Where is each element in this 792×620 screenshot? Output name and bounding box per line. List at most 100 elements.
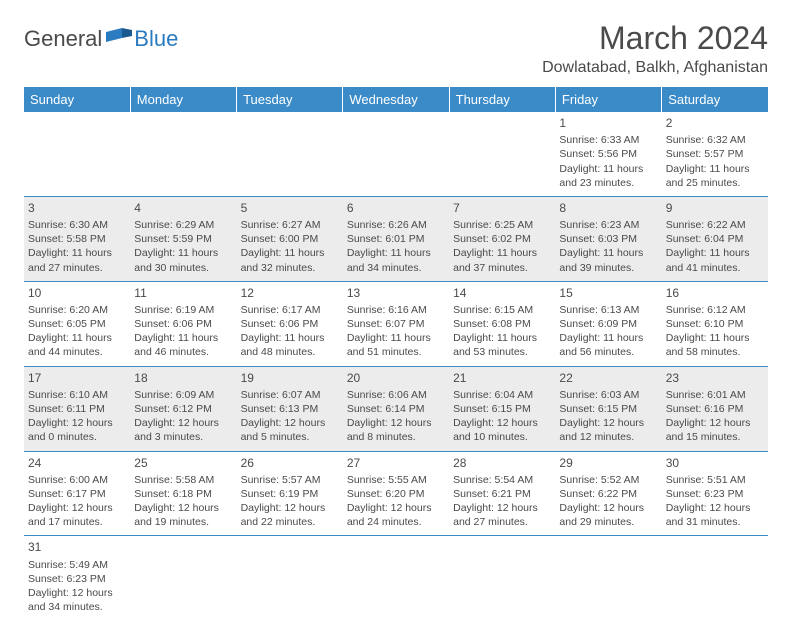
sunset-text: Sunset: 6:23 PM bbox=[28, 572, 126, 586]
day-number: 17 bbox=[28, 370, 126, 386]
sunrise-text: Sunrise: 6:32 AM bbox=[666, 133, 764, 147]
calendar-cell bbox=[130, 536, 236, 620]
daylight-text: Daylight: 12 hours and 8 minutes. bbox=[347, 416, 445, 444]
calendar-cell: 13Sunrise: 6:16 AMSunset: 6:07 PMDayligh… bbox=[343, 281, 449, 366]
sunrise-text: Sunrise: 6:07 AM bbox=[241, 388, 339, 402]
calendar-cell bbox=[449, 536, 555, 620]
daylight-text: Daylight: 11 hours and 44 minutes. bbox=[28, 331, 126, 359]
day-header: Friday bbox=[555, 87, 661, 112]
day-number: 14 bbox=[453, 285, 551, 301]
sunset-text: Sunset: 6:13 PM bbox=[241, 402, 339, 416]
daylight-text: Daylight: 12 hours and 29 minutes. bbox=[559, 501, 657, 529]
sunset-text: Sunset: 6:21 PM bbox=[453, 487, 551, 501]
calendar-cell: 5Sunrise: 6:27 AMSunset: 6:00 PMDaylight… bbox=[237, 196, 343, 281]
calendar-cell: 20Sunrise: 6:06 AMSunset: 6:14 PMDayligh… bbox=[343, 366, 449, 451]
sunset-text: Sunset: 6:15 PM bbox=[559, 402, 657, 416]
calendar-cell: 22Sunrise: 6:03 AMSunset: 6:15 PMDayligh… bbox=[555, 366, 661, 451]
sunset-text: Sunset: 6:14 PM bbox=[347, 402, 445, 416]
sunset-text: Sunset: 5:59 PM bbox=[134, 232, 232, 246]
calendar-week-row: 3Sunrise: 6:30 AMSunset: 5:58 PMDaylight… bbox=[24, 196, 768, 281]
daylight-text: Daylight: 12 hours and 3 minutes. bbox=[134, 416, 232, 444]
daylight-text: Daylight: 11 hours and 46 minutes. bbox=[134, 331, 232, 359]
sunset-text: Sunset: 6:00 PM bbox=[241, 232, 339, 246]
sunrise-text: Sunrise: 6:15 AM bbox=[453, 303, 551, 317]
daylight-text: Daylight: 12 hours and 27 minutes. bbox=[453, 501, 551, 529]
sunrise-text: Sunrise: 6:20 AM bbox=[28, 303, 126, 317]
sunset-text: Sunset: 6:19 PM bbox=[241, 487, 339, 501]
sunrise-text: Sunrise: 6:19 AM bbox=[134, 303, 232, 317]
day-number: 31 bbox=[28, 539, 126, 555]
sunrise-text: Sunrise: 6:23 AM bbox=[559, 218, 657, 232]
sunrise-text: Sunrise: 6:10 AM bbox=[28, 388, 126, 402]
sunrise-text: Sunrise: 6:00 AM bbox=[28, 473, 126, 487]
calendar-cell: 28Sunrise: 5:54 AMSunset: 6:21 PMDayligh… bbox=[449, 451, 555, 536]
calendar-cell bbox=[237, 536, 343, 620]
sunrise-text: Sunrise: 6:09 AM bbox=[134, 388, 232, 402]
sunrise-text: Sunrise: 5:55 AM bbox=[347, 473, 445, 487]
daylight-text: Daylight: 12 hours and 22 minutes. bbox=[241, 501, 339, 529]
sunset-text: Sunset: 6:08 PM bbox=[453, 317, 551, 331]
daylight-text: Daylight: 11 hours and 53 minutes. bbox=[453, 331, 551, 359]
sunrise-text: Sunrise: 6:29 AM bbox=[134, 218, 232, 232]
sunset-text: Sunset: 6:03 PM bbox=[559, 232, 657, 246]
day-number: 22 bbox=[559, 370, 657, 386]
day-number: 28 bbox=[453, 455, 551, 471]
sunset-text: Sunset: 6:05 PM bbox=[28, 317, 126, 331]
daylight-text: Daylight: 12 hours and 0 minutes. bbox=[28, 416, 126, 444]
calendar-week-row: 17Sunrise: 6:10 AMSunset: 6:11 PMDayligh… bbox=[24, 366, 768, 451]
daylight-text: Daylight: 12 hours and 24 minutes. bbox=[347, 501, 445, 529]
daylight-text: Daylight: 11 hours and 41 minutes. bbox=[666, 246, 764, 274]
day-number: 10 bbox=[28, 285, 126, 301]
sunrise-text: Sunrise: 5:51 AM bbox=[666, 473, 764, 487]
logo-word-1: General bbox=[24, 26, 102, 52]
sunset-text: Sunset: 6:20 PM bbox=[347, 487, 445, 501]
day-number: 16 bbox=[666, 285, 764, 301]
day-number: 13 bbox=[347, 285, 445, 301]
day-number: 6 bbox=[347, 200, 445, 216]
daylight-text: Daylight: 11 hours and 30 minutes. bbox=[134, 246, 232, 274]
day-number: 7 bbox=[453, 200, 551, 216]
title-block: March 2024 Dowlatabad, Balkh, Afghanista… bbox=[542, 20, 768, 77]
daylight-text: Daylight: 11 hours and 48 minutes. bbox=[241, 331, 339, 359]
calendar-cell: 2Sunrise: 6:32 AMSunset: 5:57 PMDaylight… bbox=[662, 112, 768, 196]
calendar-cell: 26Sunrise: 5:57 AMSunset: 6:19 PMDayligh… bbox=[237, 451, 343, 536]
day-number: 3 bbox=[28, 200, 126, 216]
day-header-row: SundayMondayTuesdayWednesdayThursdayFrid… bbox=[24, 87, 768, 112]
calendar-cell bbox=[662, 536, 768, 620]
day-number: 27 bbox=[347, 455, 445, 471]
calendar-cell: 17Sunrise: 6:10 AMSunset: 6:11 PMDayligh… bbox=[24, 366, 130, 451]
sunrise-text: Sunrise: 6:26 AM bbox=[347, 218, 445, 232]
sunrise-text: Sunrise: 5:49 AM bbox=[28, 558, 126, 572]
day-number: 2 bbox=[666, 115, 764, 131]
daylight-text: Daylight: 12 hours and 34 minutes. bbox=[28, 586, 126, 614]
day-number: 24 bbox=[28, 455, 126, 471]
calendar-cell: 6Sunrise: 6:26 AMSunset: 6:01 PMDaylight… bbox=[343, 196, 449, 281]
calendar-cell: 10 Sunrise: 6:20 AMSunset: 6:05 PMDayligh… bbox=[24, 281, 130, 366]
daylight-text: Daylight: 12 hours and 17 minutes. bbox=[28, 501, 126, 529]
sunset-text: Sunset: 5:57 PM bbox=[666, 147, 764, 161]
sunrise-text: Sunrise: 6:06 AM bbox=[347, 388, 445, 402]
calendar-week-row: 31 Sunrise: 5:49 AMSunset: 6:23 PMDayligh… bbox=[24, 536, 768, 620]
calendar-cell: 27 Sunrise: 5:55 AMSunset: 6:20 PMDayligh… bbox=[343, 451, 449, 536]
calendar-cell bbox=[130, 112, 236, 196]
daylight-text: Daylight: 12 hours and 12 minutes. bbox=[559, 416, 657, 444]
day-number: 15 bbox=[559, 285, 657, 301]
calendar-cell: 16Sunrise: 6:12 AMSunset: 6:10 PMDayligh… bbox=[662, 281, 768, 366]
sunset-text: Sunset: 6:16 PM bbox=[666, 402, 764, 416]
sunrise-text: Sunrise: 6:33 AM bbox=[559, 133, 657, 147]
calendar-cell: 14 Sunrise: 6:15 AMSunset: 6:08 PMDayligh… bbox=[449, 281, 555, 366]
calendar-cell bbox=[343, 536, 449, 620]
daylight-text: Daylight: 11 hours and 37 minutes. bbox=[453, 246, 551, 274]
sunset-text: Sunset: 6:17 PM bbox=[28, 487, 126, 501]
sunrise-text: Sunrise: 6:25 AM bbox=[453, 218, 551, 232]
calendar-cell: 31 Sunrise: 5:49 AMSunset: 6:23 PMDayligh… bbox=[24, 536, 130, 620]
day-header: Thursday bbox=[449, 87, 555, 112]
calendar-cell: 3Sunrise: 6:30 AMSunset: 5:58 PMDaylight… bbox=[24, 196, 130, 281]
day-number: 18 bbox=[134, 370, 232, 386]
calendar-cell bbox=[343, 112, 449, 196]
calendar-body: 1Sunrise: 6:33 AMSunset: 5:56 PMDaylight… bbox=[24, 112, 768, 620]
sunset-text: Sunset: 6:06 PM bbox=[241, 317, 339, 331]
daylight-text: Daylight: 11 hours and 58 minutes. bbox=[666, 331, 764, 359]
day-number: 29 bbox=[559, 455, 657, 471]
day-header: Sunday bbox=[24, 87, 130, 112]
